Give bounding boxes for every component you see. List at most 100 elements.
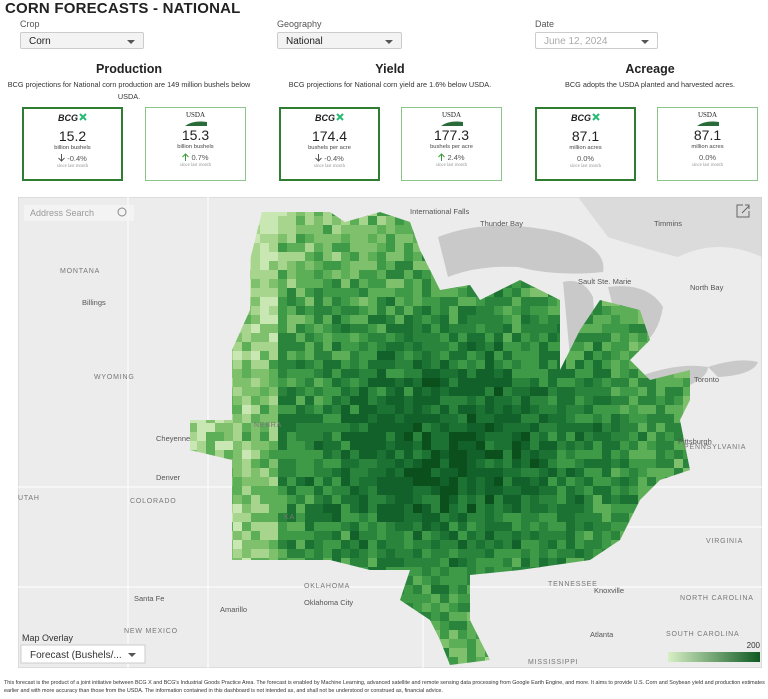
county-cell [530, 351, 540, 361]
county-cell [332, 387, 342, 397]
county-cell [377, 270, 387, 280]
county-cell [350, 432, 360, 442]
county-cell [404, 261, 414, 271]
county-cell [530, 477, 540, 487]
place-label: Denver [156, 473, 181, 482]
county-cell [602, 522, 612, 532]
county-cell [350, 486, 360, 496]
county-cell [647, 378, 657, 388]
overlay-value[interactable]: Forecast (Bushels/... [30, 650, 122, 661]
expand-icon[interactable] [736, 204, 750, 218]
county-cell [350, 423, 360, 433]
county-cell [278, 513, 288, 523]
filter-value[interactable]: Corn [29, 36, 51, 47]
county-cell [233, 531, 243, 541]
county-cell [314, 360, 324, 370]
search-icon[interactable] [117, 207, 127, 217]
county-cell [494, 306, 504, 316]
county-cell [593, 486, 603, 496]
county-cell [278, 216, 288, 226]
county-cell [530, 288, 540, 298]
county-cell [296, 216, 306, 226]
county-cell [323, 531, 333, 541]
county-cell [548, 423, 558, 433]
usda-swoosh [696, 121, 719, 126]
county-cell [512, 288, 522, 298]
county-cell [458, 387, 468, 397]
county-cell [350, 360, 360, 370]
county-cell [431, 306, 441, 316]
county-cell [611, 441, 621, 451]
county-cell [341, 288, 351, 298]
county-cell [494, 369, 504, 379]
county-cell [314, 450, 324, 460]
county-cell [260, 270, 270, 280]
county-cell [413, 513, 423, 523]
filter-dropdown[interactable]: Corn [20, 32, 144, 49]
county-cell [431, 441, 441, 451]
search-placeholder[interactable]: Address Search [30, 208, 94, 218]
overlay-dropdown[interactable] [20, 644, 146, 664]
county-cell [467, 369, 477, 379]
dropdown-caret[interactable] [385, 40, 393, 44]
county-cell [395, 486, 405, 496]
search-box[interactable] [24, 205, 134, 221]
county-cell [404, 306, 414, 316]
county-cell [485, 531, 495, 541]
county-cell [512, 387, 522, 397]
county-cell [359, 315, 369, 325]
county-cell [323, 504, 333, 514]
county-cell [287, 468, 297, 478]
county-cell [395, 288, 405, 298]
county-cell [233, 504, 243, 514]
county-cell [422, 279, 432, 289]
county-cell [278, 243, 288, 253]
county-cell [332, 324, 342, 334]
county-cell [332, 333, 342, 343]
county-cell [260, 396, 270, 406]
county-cell [296, 531, 306, 541]
county-cell [629, 504, 639, 514]
change-text: 0.0% [698, 153, 717, 162]
county-cell [440, 621, 450, 631]
place-label: NEBRA [254, 422, 282, 429]
dropdown-caret[interactable] [641, 40, 649, 44]
filter-value[interactable]: National [286, 36, 323, 47]
filter-dropdown[interactable]: June 12, 2024 [535, 32, 658, 49]
county-cell [386, 315, 396, 325]
county-cell [377, 212, 387, 217]
county-cell [449, 324, 459, 334]
county-cell [548, 378, 558, 388]
county-cell [629, 378, 639, 388]
county-cell [575, 351, 585, 361]
county-cell [620, 306, 630, 316]
county-cell [539, 450, 549, 460]
county-cell [251, 270, 261, 280]
county-cell [602, 414, 612, 424]
county-cell [395, 441, 405, 451]
county-cell [449, 594, 459, 604]
county-cell [620, 333, 630, 343]
county-cell [512, 396, 522, 406]
county-cell [287, 288, 297, 298]
filter-value[interactable]: June 12, 2024 [544, 36, 608, 47]
county-cell [368, 279, 378, 289]
county-cell [521, 333, 531, 343]
county-cell [233, 522, 243, 532]
county-cell [395, 324, 405, 334]
county-cell [242, 423, 252, 433]
county-cell [386, 234, 396, 244]
county-cell [557, 414, 567, 424]
county-cell [260, 216, 270, 226]
county-cell [368, 288, 378, 298]
filter-dropdown[interactable]: National [277, 32, 402, 49]
dropdown-caret[interactable] [128, 653, 136, 657]
county-cell [440, 351, 450, 361]
county-cell [656, 414, 666, 424]
county-cell [287, 261, 297, 271]
dropdown-caret[interactable] [127, 40, 135, 44]
county-cell [278, 212, 288, 217]
county-cell [512, 558, 522, 568]
county-cell [260, 432, 270, 442]
